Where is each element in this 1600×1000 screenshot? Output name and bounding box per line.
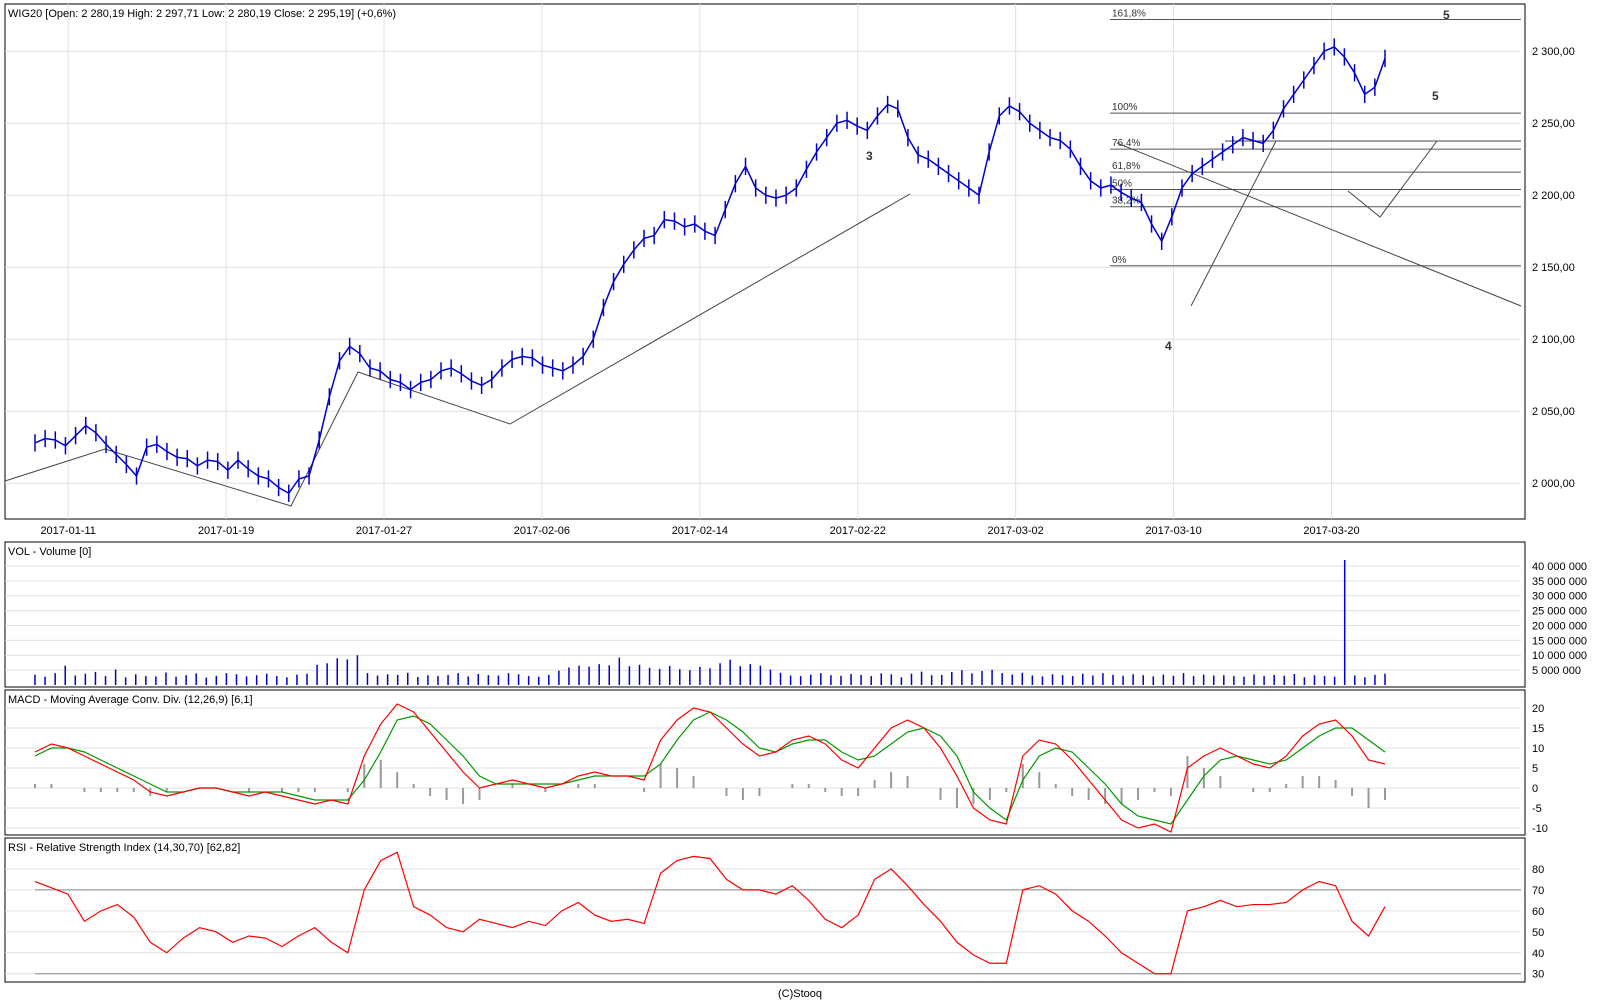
price-panel-frame xyxy=(4,3,1526,520)
fib-level-label: 38,2% xyxy=(1112,196,1140,207)
price-title: WIG20 [Open: 2 280,19 High: 2 297,71 Low… xyxy=(8,8,396,20)
volume-tick-label: 20 000 000 xyxy=(1532,620,1587,632)
macd-panel-frame xyxy=(4,689,1526,836)
fan-line-2 xyxy=(1190,140,1277,307)
price-tick-label: 2 300,00 xyxy=(1532,46,1575,58)
date-tick-label: 2017-01-19 xyxy=(198,525,254,537)
volume-tick-label: 25 000 000 xyxy=(1532,606,1587,618)
rsi-tick-label: 70 xyxy=(1532,885,1544,897)
volume-tick-label: 40 000 000 xyxy=(1532,561,1587,573)
macd-grid xyxy=(5,707,1521,829)
price-tick-label: 2 050,00 xyxy=(1532,406,1575,418)
volume-tick-label: 10 000 000 xyxy=(1532,650,1587,662)
macd-tick-label: -5 xyxy=(1532,803,1542,815)
rsi-lines xyxy=(34,851,1386,975)
date-tick-label: 2017-02-06 xyxy=(514,525,570,537)
fib-level-label: 61,8% xyxy=(1112,161,1140,172)
price-panel: 2 000,00 2 050,00 2 100,00 2 150,00 2 200,00… xyxy=(4,3,1575,537)
volume-tick-label: 30 000 000 xyxy=(1532,591,1587,603)
price-tick-label: 2 150,00 xyxy=(1532,262,1575,274)
rsi-line xyxy=(34,851,1386,975)
rsi-tick-label: 40 xyxy=(1532,948,1544,960)
wave-projection-line xyxy=(1347,140,1438,218)
volume-tick-label: 5 000 000 xyxy=(1532,665,1581,677)
volume-tick-label: 35 000 000 xyxy=(1532,576,1587,588)
wave-label-5: 5 xyxy=(1432,89,1439,103)
date-tick-label: 2017-03-02 xyxy=(988,525,1044,537)
rsi-title: RSI - Relative Strength Index (14,30,70)… xyxy=(8,842,240,854)
rsi-tick-label: 50 xyxy=(1532,927,1544,939)
macd-tick-label: -10 xyxy=(1532,823,1548,835)
rsi-grid xyxy=(5,868,1521,975)
wave-label-5-top: 5 xyxy=(1443,8,1450,22)
macd-line xyxy=(34,703,1386,833)
macd-tick-label: 0 xyxy=(1532,783,1538,795)
macd-tick-label: 15 xyxy=(1532,723,1544,735)
rsi-panel: 30 40 50 60 70 80 RSI - Relative Strength Ind… xyxy=(4,837,1544,983)
copyright-footer: (C)Stooq xyxy=(778,988,822,1000)
date-tick-label: 2017-01-11 xyxy=(40,525,95,537)
volume-tick-label: 15 000 000 xyxy=(1532,635,1587,647)
date-tick-label: 2017-03-20 xyxy=(1303,525,1359,537)
rsi-y-axis: 30 40 50 60 70 80 xyxy=(1532,864,1544,981)
trend-lines xyxy=(4,140,1522,507)
volume-panel-frame xyxy=(4,541,1526,688)
macd-tick-label: 10 xyxy=(1532,743,1544,755)
macd-y-axis: -10 -5 0 5 10 15 20 xyxy=(1532,703,1548,835)
fib-level-label: 100% xyxy=(1112,102,1138,113)
rsi-tick-label: 80 xyxy=(1532,864,1544,876)
fib-level-label: 50% xyxy=(1112,178,1132,189)
price-y-axis: 2 000,00 2 050,00 2 100,00 2 150,00 2 200,00… xyxy=(1532,46,1575,490)
macd-title: MACD - Moving Average Conv. Div. (12,26,… xyxy=(8,694,253,706)
fib-level-label: 161,8% xyxy=(1112,9,1146,20)
elliott-wave-line xyxy=(4,193,911,507)
macd-tick-label: 20 xyxy=(1532,703,1544,715)
wave-label-4: 4 xyxy=(1165,339,1172,353)
fibonacci-levels: 161,8% 100% 76,4% 61,8% 50% 38,2% 0% xyxy=(1110,9,1521,267)
fib-level-label: 0% xyxy=(1112,255,1127,266)
fan-line-1 xyxy=(1116,142,1522,307)
rsi-panel-frame xyxy=(4,837,1526,983)
date-tick-label: 2017-02-22 xyxy=(830,525,886,537)
rsi-tick-label: 60 xyxy=(1532,906,1544,918)
date-tick-label: 2017-02-14 xyxy=(672,525,728,537)
price-tick-label: 2 000,00 xyxy=(1532,478,1575,490)
macd-tick-label: 5 xyxy=(1532,763,1538,775)
volume-title: VOL - Volume [0] xyxy=(8,546,91,558)
volume-bars xyxy=(34,560,1386,685)
fib-level-label: 76,4% xyxy=(1112,138,1140,149)
price-tick-label: 2 250,00 xyxy=(1532,118,1575,130)
price-series xyxy=(34,38,1386,502)
date-tick-label: 2017-01-27 xyxy=(356,525,412,537)
price-tick-label: 2 100,00 xyxy=(1532,334,1575,346)
price-tick-label: 2 200,00 xyxy=(1532,190,1575,202)
volume-grid xyxy=(5,565,1521,671)
volume-y-axis: 5 000 000 10 000 000 15 000 000 20 000 000 2… xyxy=(1532,561,1587,677)
macd-lines xyxy=(34,703,1386,833)
macd-panel: -10 -5 0 5 10 15 20 MACD - Moving Average Conv… xyxy=(4,689,1548,836)
wave-label-3: 3 xyxy=(866,149,873,163)
date-tick-label: 2017-03-10 xyxy=(1145,525,1201,537)
rsi-tick-label: 30 xyxy=(1532,969,1544,981)
price-x-axis: 2017-01-11 2017-01-19 2017-01-27 2017-02-06… xyxy=(40,525,1359,537)
volume-panel: 5 000 000 10 000 000 15 000 000 20 000 000 2… xyxy=(4,541,1587,688)
price-line xyxy=(34,45,1386,495)
